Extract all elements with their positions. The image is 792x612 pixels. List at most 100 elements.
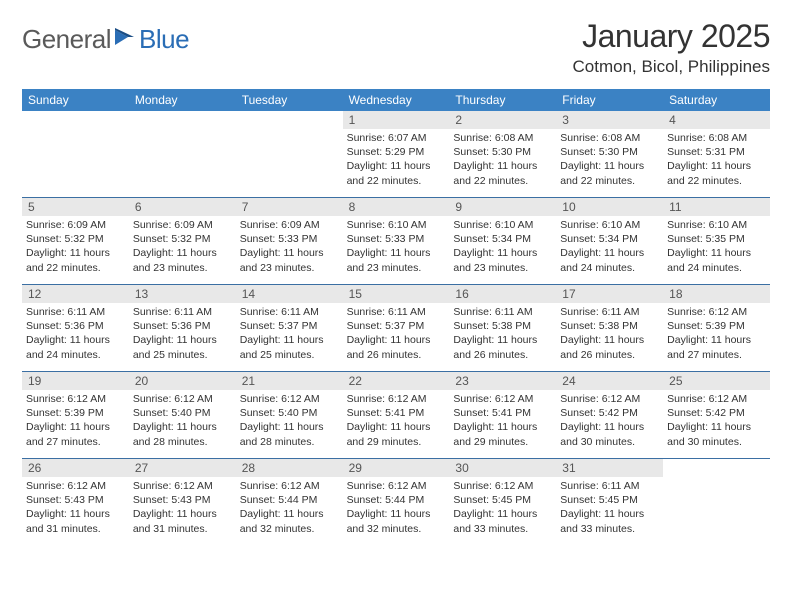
daylight-text: Daylight: 11 hours and 26 minutes. (347, 333, 446, 361)
sunrise-text: Sunrise: 6:11 AM (453, 305, 552, 319)
day-cell: 14Sunrise: 6:11 AMSunset: 5:37 PMDayligh… (236, 285, 343, 371)
logo-flag-icon (114, 28, 136, 51)
day-number: 21 (236, 372, 343, 390)
daylight-text: Daylight: 11 hours and 23 minutes. (133, 246, 232, 274)
sunset-text: Sunset: 5:43 PM (26, 493, 125, 507)
day-cell: 24Sunrise: 6:12 AMSunset: 5:42 PMDayligh… (556, 372, 663, 458)
day-cell: 1Sunrise: 6:07 AMSunset: 5:29 PMDaylight… (343, 111, 450, 197)
day-cell: 7Sunrise: 6:09 AMSunset: 5:33 PMDaylight… (236, 198, 343, 284)
day-number: 1 (343, 111, 450, 129)
sunset-text: Sunset: 5:45 PM (560, 493, 659, 507)
sunset-text: Sunset: 5:38 PM (453, 319, 552, 333)
sunset-text: Sunset: 5:36 PM (26, 319, 125, 333)
sunrise-text: Sunrise: 6:08 AM (667, 131, 766, 145)
day-number (129, 111, 236, 129)
daylight-text: Daylight: 11 hours and 23 minutes. (240, 246, 339, 274)
sunrise-text: Sunrise: 6:12 AM (347, 392, 446, 406)
day-number: 7 (236, 198, 343, 216)
sunset-text: Sunset: 5:44 PM (240, 493, 339, 507)
day-number: 22 (343, 372, 450, 390)
daylight-text: Daylight: 11 hours and 22 minutes. (453, 159, 552, 187)
day-number: 28 (236, 459, 343, 477)
day-number: 26 (22, 459, 129, 477)
sunset-text: Sunset: 5:41 PM (347, 406, 446, 420)
day-header: Thursday (449, 89, 556, 111)
day-cell: 10Sunrise: 6:10 AMSunset: 5:34 PMDayligh… (556, 198, 663, 284)
day-cell: 30Sunrise: 6:12 AMSunset: 5:45 PMDayligh… (449, 459, 556, 545)
week-row: 26Sunrise: 6:12 AMSunset: 5:43 PMDayligh… (22, 459, 770, 545)
day-details: Sunrise: 6:12 AMSunset: 5:44 PMDaylight:… (343, 477, 450, 540)
day-number (663, 459, 770, 477)
day-details: Sunrise: 6:12 AMSunset: 5:40 PMDaylight:… (129, 390, 236, 453)
sunrise-text: Sunrise: 6:11 AM (133, 305, 232, 319)
sunrise-text: Sunrise: 6:11 AM (560, 305, 659, 319)
day-cell (22, 111, 129, 197)
day-details: Sunrise: 6:12 AMSunset: 5:39 PMDaylight:… (663, 303, 770, 366)
sunset-text: Sunset: 5:40 PM (133, 406, 232, 420)
day-details: Sunrise: 6:09 AMSunset: 5:32 PMDaylight:… (129, 216, 236, 279)
day-cell: 11Sunrise: 6:10 AMSunset: 5:35 PMDayligh… (663, 198, 770, 284)
sunrise-text: Sunrise: 6:09 AM (133, 218, 232, 232)
sunset-text: Sunset: 5:30 PM (560, 145, 659, 159)
sunrise-text: Sunrise: 6:11 AM (26, 305, 125, 319)
daylight-text: Daylight: 11 hours and 29 minutes. (347, 420, 446, 448)
day-details: Sunrise: 6:12 AMSunset: 5:42 PMDaylight:… (663, 390, 770, 453)
sunrise-text: Sunrise: 6:10 AM (667, 218, 766, 232)
sunset-text: Sunset: 5:33 PM (240, 232, 339, 246)
sunset-text: Sunset: 5:31 PM (667, 145, 766, 159)
daylight-text: Daylight: 11 hours and 31 minutes. (26, 507, 125, 535)
sunrise-text: Sunrise: 6:12 AM (240, 392, 339, 406)
daylight-text: Daylight: 11 hours and 26 minutes. (560, 333, 659, 361)
day-cell: 19Sunrise: 6:12 AMSunset: 5:39 PMDayligh… (22, 372, 129, 458)
sunset-text: Sunset: 5:38 PM (560, 319, 659, 333)
sunrise-text: Sunrise: 6:12 AM (133, 479, 232, 493)
sunset-text: Sunset: 5:42 PM (560, 406, 659, 420)
sunrise-text: Sunrise: 6:10 AM (347, 218, 446, 232)
weeks-container: 1Sunrise: 6:07 AMSunset: 5:29 PMDaylight… (22, 111, 770, 545)
day-cell: 18Sunrise: 6:12 AMSunset: 5:39 PMDayligh… (663, 285, 770, 371)
day-number: 16 (449, 285, 556, 303)
day-details: Sunrise: 6:12 AMSunset: 5:45 PMDaylight:… (449, 477, 556, 540)
daylight-text: Daylight: 11 hours and 22 minutes. (667, 159, 766, 187)
sunset-text: Sunset: 5:36 PM (133, 319, 232, 333)
day-number: 30 (449, 459, 556, 477)
day-cell: 27Sunrise: 6:12 AMSunset: 5:43 PMDayligh… (129, 459, 236, 545)
day-details: Sunrise: 6:11 AMSunset: 5:37 PMDaylight:… (343, 303, 450, 366)
day-header: Friday (556, 89, 663, 111)
day-cell: 8Sunrise: 6:10 AMSunset: 5:33 PMDaylight… (343, 198, 450, 284)
day-details: Sunrise: 6:12 AMSunset: 5:40 PMDaylight:… (236, 390, 343, 453)
sunset-text: Sunset: 5:40 PM (240, 406, 339, 420)
daylight-text: Daylight: 11 hours and 30 minutes. (667, 420, 766, 448)
sunrise-text: Sunrise: 6:11 AM (560, 479, 659, 493)
daylight-text: Daylight: 11 hours and 24 minutes. (667, 246, 766, 274)
day-cell: 28Sunrise: 6:12 AMSunset: 5:44 PMDayligh… (236, 459, 343, 545)
sunrise-text: Sunrise: 6:11 AM (240, 305, 339, 319)
daylight-text: Daylight: 11 hours and 27 minutes. (667, 333, 766, 361)
week-row: 5Sunrise: 6:09 AMSunset: 5:32 PMDaylight… (22, 198, 770, 285)
day-number (22, 111, 129, 129)
daylight-text: Daylight: 11 hours and 23 minutes. (453, 246, 552, 274)
day-details: Sunrise: 6:10 AMSunset: 5:33 PMDaylight:… (343, 216, 450, 279)
sunrise-text: Sunrise: 6:12 AM (240, 479, 339, 493)
sunset-text: Sunset: 5:33 PM (347, 232, 446, 246)
sunset-text: Sunset: 5:35 PM (667, 232, 766, 246)
daylight-text: Daylight: 11 hours and 28 minutes. (240, 420, 339, 448)
day-details: Sunrise: 6:12 AMSunset: 5:43 PMDaylight:… (22, 477, 129, 540)
sunrise-text: Sunrise: 6:08 AM (453, 131, 552, 145)
sunrise-text: Sunrise: 6:12 AM (26, 479, 125, 493)
sunrise-text: Sunrise: 6:10 AM (453, 218, 552, 232)
day-details: Sunrise: 6:12 AMSunset: 5:42 PMDaylight:… (556, 390, 663, 453)
day-details: Sunrise: 6:09 AMSunset: 5:33 PMDaylight:… (236, 216, 343, 279)
sunrise-text: Sunrise: 6:12 AM (453, 479, 552, 493)
sunset-text: Sunset: 5:32 PM (26, 232, 125, 246)
day-number: 2 (449, 111, 556, 129)
sunrise-text: Sunrise: 6:07 AM (347, 131, 446, 145)
day-cell: 31Sunrise: 6:11 AMSunset: 5:45 PMDayligh… (556, 459, 663, 545)
day-cell: 17Sunrise: 6:11 AMSunset: 5:38 PMDayligh… (556, 285, 663, 371)
sunset-text: Sunset: 5:43 PM (133, 493, 232, 507)
day-cell: 12Sunrise: 6:11 AMSunset: 5:36 PMDayligh… (22, 285, 129, 371)
day-details: Sunrise: 6:12 AMSunset: 5:39 PMDaylight:… (22, 390, 129, 453)
day-cell: 2Sunrise: 6:08 AMSunset: 5:30 PMDaylight… (449, 111, 556, 197)
daylight-text: Daylight: 11 hours and 25 minutes. (133, 333, 232, 361)
sunrise-text: Sunrise: 6:12 AM (133, 392, 232, 406)
